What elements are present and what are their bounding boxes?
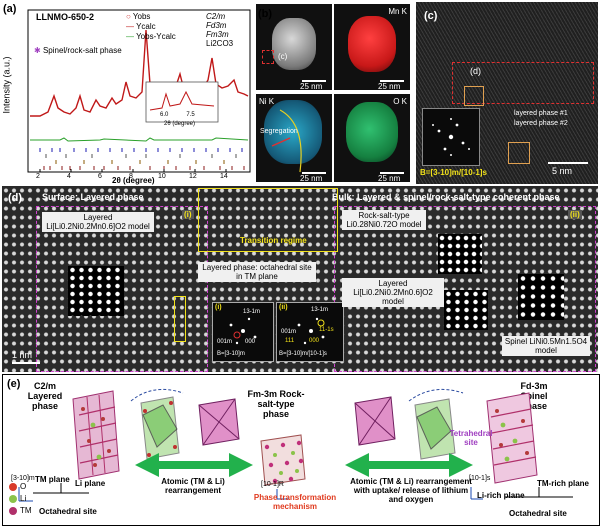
phase-fm3m: Fm3m bbox=[206, 30, 229, 39]
xlabel: 2θ (degree) bbox=[112, 176, 155, 185]
zone-axis-label: B=[3-10]m/[10-1]s bbox=[420, 168, 487, 177]
panel-b-label: (b) bbox=[258, 8, 273, 20]
ylabel: Intensity (a.u.) bbox=[1, 56, 12, 114]
o-map-tile: O K 25 nm bbox=[334, 94, 410, 183]
transition-label: Transition regime bbox=[240, 236, 307, 245]
octahedral-label: Layered phase: octahedral site in TM pla… bbox=[198, 262, 316, 282]
phase-li2co3: Li2CO3 bbox=[206, 39, 234, 48]
arrow-right-text: Atomic (TM & Li) rearrangement with upta… bbox=[350, 477, 472, 504]
region-i-box bbox=[36, 206, 208, 372]
sample-name: LLNMO-650-2 bbox=[36, 12, 95, 22]
left-phase-title: C2/m Layered phase bbox=[27, 381, 63, 411]
mn-map-tile: Mn K 25 nm bbox=[334, 4, 410, 91]
bulk-label: Bulk: Layered & spinel/rock-salt-type co… bbox=[332, 192, 560, 202]
c-marker bbox=[262, 50, 274, 64]
panel-c-hrtem: (c) (d) layered phase #1 layered phase #… bbox=[416, 2, 598, 184]
xrd-inset bbox=[145, 81, 219, 123]
layer1-label: layered phase #1 bbox=[514, 110, 568, 117]
panel-a-xrd: (a) LLNMO-650-2 ○ Yobs — Ycalc — Yobs-Yc… bbox=[0, 0, 256, 186]
phase-c2m: C2/m bbox=[206, 12, 226, 21]
segregation-label: Segregation bbox=[260, 128, 298, 135]
tetrahedral-label: Tetrahedral site bbox=[449, 429, 493, 447]
phase-fd3m: Fd3m bbox=[206, 21, 227, 30]
octahedral-right: Octahedral site bbox=[509, 509, 567, 518]
region-ii-box bbox=[334, 206, 596, 372]
legend-yobs: ○ Yobs bbox=[126, 12, 151, 21]
panel-b-eds: (b) (c) 25 nm Mn K 25 nm Ni K Segregatio… bbox=[256, 4, 412, 184]
panel-a-label: (a) bbox=[3, 3, 17, 15]
tm-rich-label: TM-rich plane bbox=[537, 479, 590, 488]
panel-d-haadf: (d) Surface: Layered phase Bulk: Layered… bbox=[2, 186, 598, 372]
panel-d-label: (d) bbox=[8, 192, 23, 204]
rocksalt-model-image bbox=[438, 234, 482, 274]
mechanism-label: Phase transformation mechanism bbox=[253, 493, 337, 511]
legend-li: Li bbox=[20, 494, 27, 503]
marker-ii: (ii) bbox=[568, 210, 582, 219]
li-plane-left: Li plane bbox=[75, 479, 106, 488]
legend-diff: — Yobs-Ycalc bbox=[126, 32, 176, 41]
legend-o: O bbox=[20, 482, 27, 491]
spinel-model-label: Spinel LiNi0.5Mn1.5O4 model bbox=[502, 336, 590, 356]
c-scalebar-text: 5 nm bbox=[552, 166, 573, 176]
phase1-box bbox=[464, 86, 484, 106]
layered-model2-label: Layered Li[Li0.2Ni0.2Mn0.6]O2 model bbox=[342, 278, 444, 307]
marker-i: (i) bbox=[182, 210, 194, 219]
structure-models bbox=[9, 388, 573, 515]
octahedral-box bbox=[174, 296, 186, 342]
phase2-box bbox=[508, 142, 530, 164]
transition-box bbox=[198, 188, 338, 252]
d-marker: (d) bbox=[470, 66, 481, 76]
inset-ticks: 6.0 7.5 bbox=[160, 112, 195, 118]
axis-mid-label: [10-1]R bbox=[261, 481, 284, 488]
tm-plane-left: TM plane bbox=[35, 475, 70, 484]
ni-map-tile: Ni K Segregation 25 nm bbox=[256, 94, 332, 183]
legend-tm: TM bbox=[20, 506, 32, 515]
panel-e-label: (e) bbox=[7, 378, 21, 390]
d-region-box bbox=[452, 62, 594, 104]
li-rich-label: Li-rich plane bbox=[477, 491, 525, 500]
phase-ticks bbox=[39, 148, 245, 170]
fft-i: (i) 13-1m 001m 000 B=[3-10]m bbox=[212, 302, 274, 362]
layered-model-image bbox=[68, 266, 124, 316]
fft-ii: (ii) 13-1m 001m 11-1s 111 000 B=[3-10]m/… bbox=[276, 302, 344, 362]
d-scalebar-text: 1 nm bbox=[12, 350, 33, 360]
surface-label: Surface: Layered phase bbox=[42, 192, 144, 202]
ycalc-line bbox=[30, 29, 249, 117]
legend-ycalc: — Ycalc bbox=[126, 22, 156, 31]
diff-line bbox=[30, 137, 249, 142]
arrow-left-text: Atomic (TM & Li) rearrangement bbox=[161, 477, 225, 495]
rocksalt-model-label: Rock-salt-type Li0.28Ni0.72O model bbox=[342, 210, 426, 230]
xrd-plot bbox=[27, 9, 251, 173]
layered-model2-image bbox=[444, 290, 488, 330]
spinel-model-image bbox=[518, 274, 564, 320]
axis-left-label: [3-10]m bbox=[11, 475, 35, 482]
spinel-note: ✱ Spinel/rock-salt phase bbox=[34, 46, 122, 55]
panel-e-schematic: (e) C2/m Layered phase Fm-3m Rock-salt-t… bbox=[2, 374, 600, 526]
mid-phase-title: Fm-3m Rock-salt-type phase bbox=[247, 389, 305, 419]
right-phase-title: Fd-3m Spinel phase bbox=[520, 381, 548, 411]
panel-c-label: (c) bbox=[424, 10, 438, 22]
layer2-label: layered phase #2 bbox=[514, 120, 568, 127]
layered-model-label: Layered Li[Li0.2Ni0.2Mn0.6]O2 model bbox=[42, 212, 154, 232]
inset-xlabel: 2θ (degree) bbox=[164, 121, 196, 127]
axis-right-label: [10-1]s bbox=[469, 475, 491, 482]
octahedral-left: Octahedral site bbox=[39, 507, 97, 516]
fft-inset bbox=[422, 108, 480, 166]
haadf-tile: (c) 25 nm bbox=[256, 4, 332, 91]
